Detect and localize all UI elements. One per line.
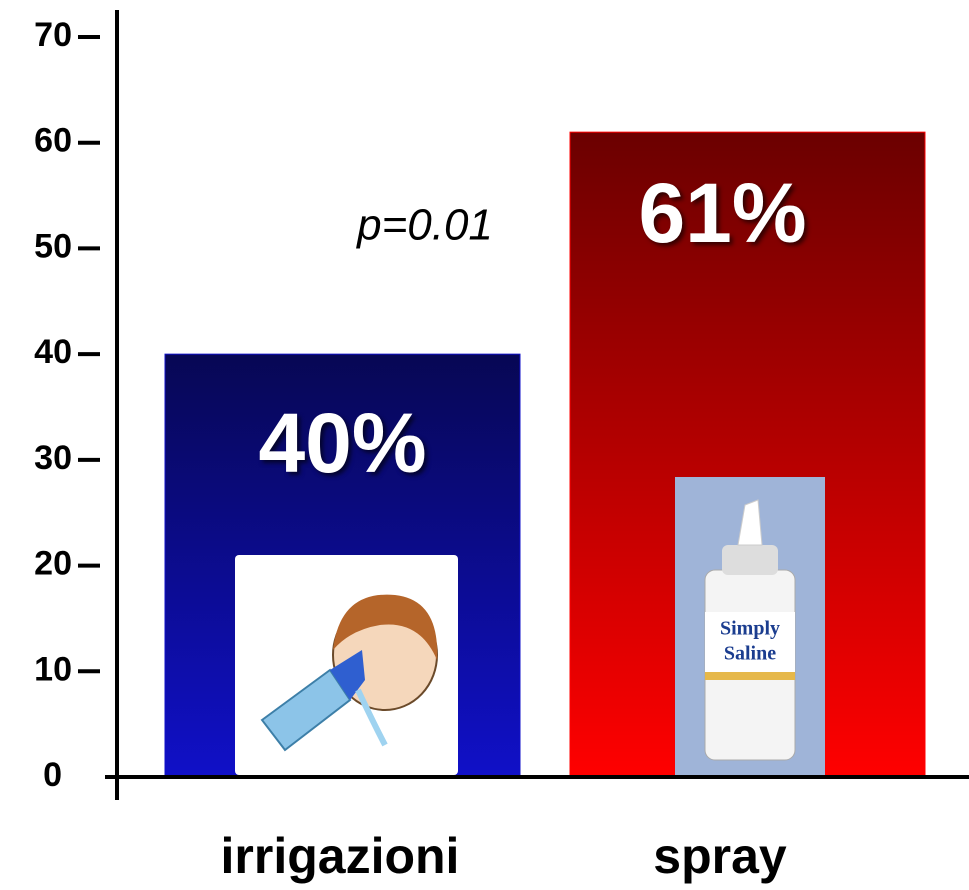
svg-text:Simply: Simply — [720, 618, 780, 640]
y-tick-label: 40 — [34, 333, 72, 371]
y-tick-label: 50 — [34, 227, 72, 265]
x-tick-label: spray — [653, 828, 787, 884]
irrigation-picture — [235, 555, 458, 775]
value-label: 40% — [258, 396, 426, 490]
svg-text:Saline: Saline — [724, 643, 776, 665]
y-tick-label: 20 — [34, 545, 72, 583]
value-label: 61% — [638, 166, 806, 260]
y-tick-label: 10 — [34, 650, 72, 688]
spray-picture: Simply Saline — [675, 477, 825, 775]
y-tick-label: 70 — [34, 16, 72, 54]
y-tick-label: 60 — [34, 122, 72, 160]
x-tick-label: irrigazioni — [221, 828, 460, 884]
y-tick-label: 0 — [43, 756, 62, 794]
annotation: p=0.01 — [355, 201, 493, 250]
y-tick-label: 30 — [34, 439, 72, 477]
